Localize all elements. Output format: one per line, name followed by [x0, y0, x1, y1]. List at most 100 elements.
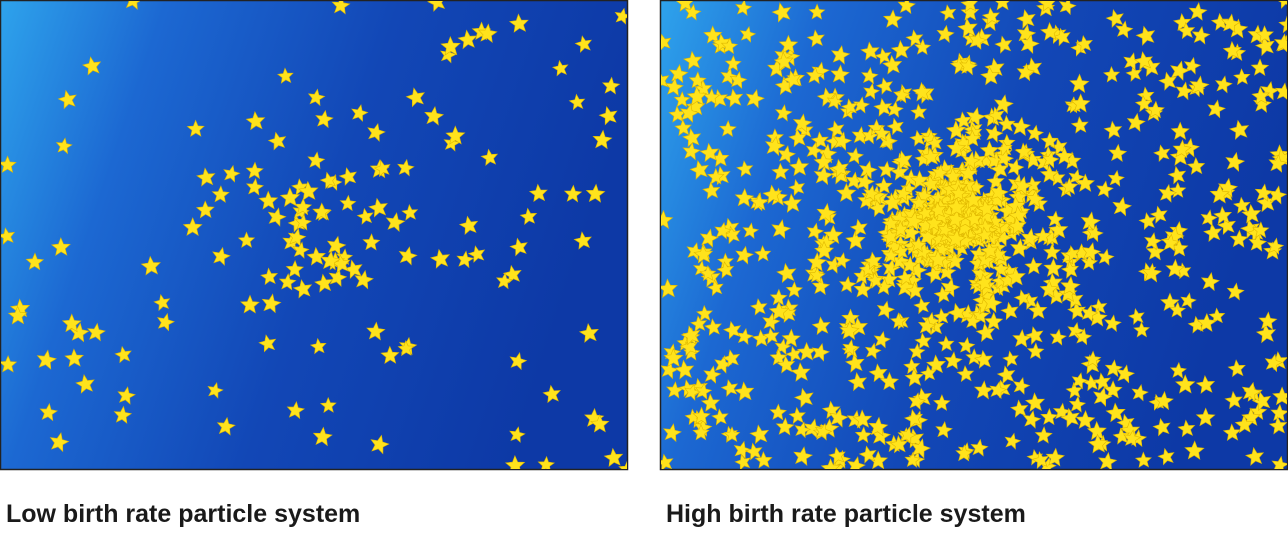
star: [1, 355, 18, 373]
star: [688, 71, 707, 89]
star: [373, 159, 391, 178]
star: [1025, 326, 1044, 345]
star: [245, 161, 264, 180]
star: [366, 321, 386, 341]
star: [1022, 410, 1042, 429]
star: [846, 147, 864, 165]
star: [845, 230, 866, 250]
star: [1195, 375, 1216, 394]
star: [852, 409, 873, 429]
star: [1060, 177, 1079, 195]
star: [1, 155, 17, 173]
star: [839, 320, 860, 340]
star: [207, 382, 224, 399]
star: [913, 297, 931, 315]
star: [1061, 260, 1079, 279]
star: [994, 35, 1013, 54]
star: [49, 432, 70, 453]
star: [260, 267, 279, 286]
star: [774, 104, 793, 122]
star: [692, 423, 710, 441]
star: [724, 55, 742, 72]
star: [826, 93, 844, 110]
star: [661, 278, 678, 298]
star: [663, 347, 684, 367]
star: [1270, 403, 1287, 422]
star: [745, 88, 765, 109]
star: [258, 334, 277, 353]
star: [794, 421, 811, 439]
star: [1067, 301, 1087, 320]
star: [944, 351, 963, 370]
star: [957, 17, 978, 38]
star: [1200, 209, 1218, 227]
star: [354, 269, 374, 290]
star: [924, 265, 943, 284]
star: [981, 7, 1000, 26]
star: [592, 129, 613, 150]
star: [845, 353, 865, 373]
star: [826, 120, 845, 139]
star: [328, 267, 348, 287]
star: [1092, 372, 1111, 391]
star: [1268, 154, 1287, 173]
star: [981, 12, 1001, 32]
star: [1096, 180, 1114, 198]
star: [911, 438, 931, 459]
star: [682, 142, 701, 161]
star: [985, 124, 1004, 143]
star: [781, 193, 802, 213]
star: [832, 131, 853, 151]
star: [661, 453, 674, 469]
star: [839, 275, 857, 294]
star: [781, 328, 801, 348]
star: [810, 131, 829, 149]
star: [1014, 142, 1033, 161]
star: [1097, 248, 1115, 266]
star: [298, 180, 319, 201]
panel-high: High birth rate particle system: [659, 0, 1288, 528]
star: [1081, 242, 1102, 262]
star: [117, 386, 136, 405]
star: [1026, 342, 1045, 360]
star: [771, 2, 792, 23]
star: [1229, 119, 1250, 140]
star: [1253, 94, 1272, 113]
star: [1058, 1, 1077, 16]
star: [1177, 419, 1196, 438]
star: [1107, 169, 1125, 187]
star: [1071, 372, 1089, 390]
star: [720, 67, 739, 86]
star: [542, 384, 561, 404]
star: [1144, 232, 1162, 251]
star: [1087, 433, 1109, 454]
star: [1016, 9, 1036, 29]
star: [398, 246, 418, 266]
star: [1248, 233, 1268, 252]
star: [1007, 216, 1027, 236]
star: [968, 30, 988, 50]
star: [1134, 94, 1153, 113]
star: [356, 207, 374, 225]
star: [676, 1, 694, 12]
star: [686, 86, 708, 106]
star: [989, 381, 1008, 400]
star: [664, 77, 684, 97]
star: [1104, 314, 1122, 332]
star: [920, 147, 941, 167]
star: [1060, 275, 1081, 296]
star: [457, 29, 478, 50]
star: [55, 137, 73, 155]
star: [1233, 196, 1251, 214]
star: [1272, 386, 1287, 406]
star: [1067, 322, 1085, 340]
star: [995, 1, 1010, 11]
star: [914, 332, 932, 350]
star: [877, 160, 896, 179]
star: [789, 156, 810, 177]
star: [776, 355, 796, 374]
star: [744, 442, 763, 461]
star: [987, 189, 1008, 209]
star: [806, 222, 824, 241]
star: [793, 446, 813, 467]
